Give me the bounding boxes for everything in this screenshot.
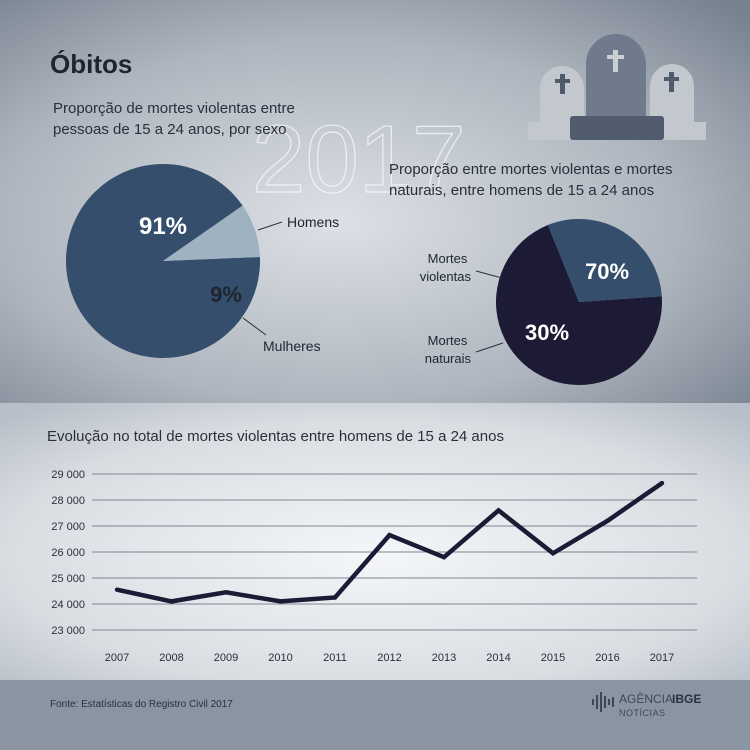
brand-ibge: IBGE bbox=[672, 692, 701, 706]
pie2-title: Proporção entre mortes violentas e morte… bbox=[389, 161, 677, 199]
x-tick-label: 2011 bbox=[323, 652, 347, 664]
pie2-title-line: Proporção entre mortes violentas e morte… bbox=[389, 161, 672, 178]
line-chart-x-axis: 2007 2008 2009 2010 2011 2012 2013 2014 2015 2016… bbox=[105, 652, 674, 664]
x-tick-label: 2012 bbox=[377, 652, 401, 664]
line-point bbox=[223, 590, 229, 595]
y-tick-label: 25 000 bbox=[51, 573, 85, 585]
pie-slice-label-line: violentas bbox=[420, 269, 472, 284]
pie-slice-homens bbox=[65, 163, 260, 358]
x-tick-label: 2015 bbox=[541, 652, 565, 664]
agencia-ibge-logo-icon: AGÊNCIA IBGE NOTÍCIAS bbox=[592, 691, 701, 718]
pie-slice-label-line: naturais bbox=[425, 351, 472, 366]
line-point bbox=[114, 587, 120, 592]
cross-icon bbox=[555, 74, 570, 94]
line-point bbox=[550, 551, 556, 556]
line-point bbox=[496, 508, 501, 513]
pie-leader-line bbox=[475, 270, 503, 279]
y-tick-label: 27 000 bbox=[51, 521, 85, 533]
line-point bbox=[278, 599, 283, 604]
pie-slice-label-line: Mortes bbox=[428, 251, 468, 266]
x-tick-label: 2017 bbox=[650, 652, 674, 664]
pie-value-label: 70% bbox=[585, 259, 629, 284]
line-chart: Evolução no total de mortes violentas en… bbox=[47, 428, 697, 664]
x-tick-label: 2014 bbox=[486, 652, 510, 664]
line-point bbox=[169, 599, 174, 604]
line-chart-panel-background bbox=[0, 403, 750, 680]
pie-chart-by-sex: Proporção de mortes violentas entre pess… bbox=[53, 100, 339, 358]
x-tick-label: 2013 bbox=[432, 652, 456, 664]
pie1-title-line: pessoas de 15 a 24 anos, por sexo bbox=[53, 121, 287, 138]
pie-chart-violent-vs-natural: Proporção entre mortes violentas e morte… bbox=[389, 161, 677, 385]
line-point bbox=[659, 480, 665, 486]
y-tick-label: 26 000 bbox=[51, 547, 85, 559]
line-chart-y-axis: 23 000 24 000 25 000 26 000 27 000 28 000 29 0… bbox=[51, 469, 85, 637]
cross-icon bbox=[664, 72, 679, 92]
line-point bbox=[441, 555, 447, 560]
line-point bbox=[332, 595, 338, 600]
y-tick-label: 28 000 bbox=[51, 495, 85, 507]
pie-leader-line bbox=[475, 342, 504, 353]
pie-value-label: 30% bbox=[525, 320, 569, 345]
y-tick-label: 24 000 bbox=[51, 599, 85, 611]
line-point bbox=[387, 532, 392, 538]
pie-slice-label: Homens bbox=[287, 214, 339, 230]
pie-slice-mulheres bbox=[163, 205, 260, 261]
brand-agencia: AGÊNCIA bbox=[619, 691, 673, 706]
pie1-title-line: Proporção de mortes violentas entre bbox=[53, 100, 295, 117]
pie-slice-label: Mortes violentas bbox=[420, 251, 472, 284]
y-tick-label: 29 000 bbox=[51, 469, 85, 481]
x-tick-label: 2008 bbox=[159, 652, 183, 664]
pie-slice-label: Mulheres bbox=[263, 338, 321, 354]
page-title: Óbitos bbox=[50, 49, 132, 79]
pie2-title-line: naturais, entre homens de 15 a 24 anos bbox=[389, 182, 654, 199]
brand-noticias: NOTÍCIAS bbox=[619, 708, 666, 718]
year-watermark: 2017 bbox=[252, 106, 466, 213]
x-tick-label: 2016 bbox=[595, 652, 619, 664]
line-chart-title: Evolução no total de mortes violentas en… bbox=[47, 428, 504, 445]
pie-slice-mortes-violentas bbox=[496, 225, 663, 385]
pie-value-label: 9% bbox=[210, 282, 242, 307]
tombstones-icon bbox=[528, 34, 706, 140]
pie-slice-mortes-naturais bbox=[547, 218, 662, 302]
source-note: Fonte: Estatísticas do Registro Civil 20… bbox=[50, 699, 233, 710]
line-chart-grid bbox=[92, 473, 697, 631]
pie1-title: Proporção de mortes violentas entre pess… bbox=[53, 100, 299, 138]
x-tick-label: 2010 bbox=[268, 652, 292, 664]
pie-leader-line bbox=[242, 317, 267, 336]
line-point bbox=[605, 518, 610, 523]
x-tick-label: 2009 bbox=[214, 652, 238, 664]
pie-value-label: 91% bbox=[139, 213, 187, 240]
footer-background bbox=[0, 680, 750, 750]
y-tick-label: 23 000 bbox=[51, 625, 85, 637]
pie-slice-label-line: Mortes bbox=[428, 333, 468, 348]
pie-slice-label: Mortes naturais bbox=[425, 333, 472, 366]
cross-icon bbox=[607, 50, 624, 72]
x-tick-label: 2007 bbox=[105, 652, 129, 664]
pie-leader-line bbox=[257, 221, 283, 231]
